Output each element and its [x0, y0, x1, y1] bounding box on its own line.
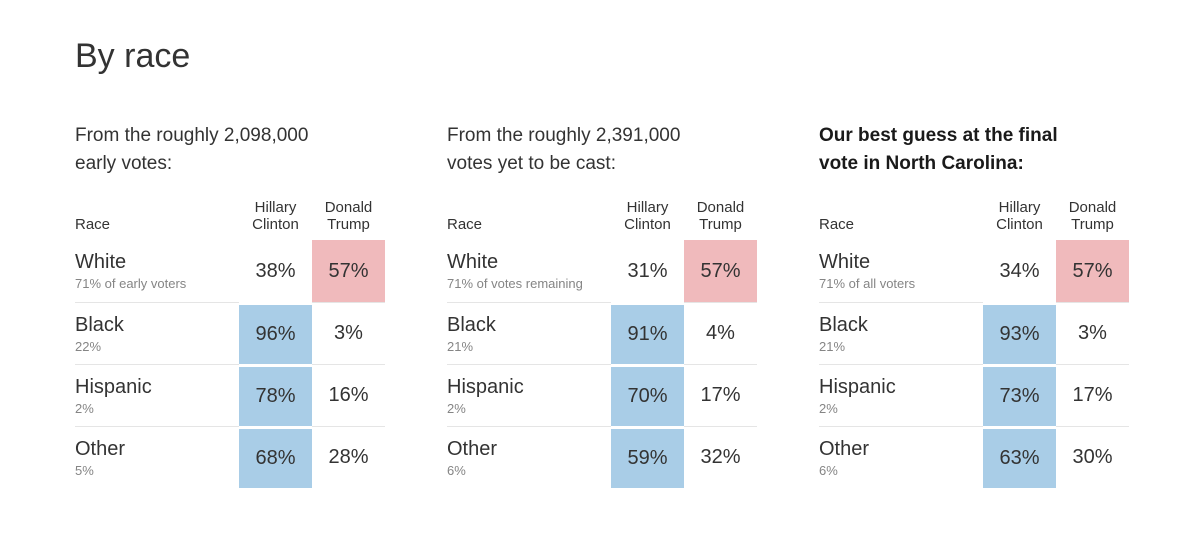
trump-value-cell: 57% [1056, 240, 1129, 302]
race-share-label: 71% of early voters [75, 276, 187, 291]
race-share-label: 71% of votes remaining [447, 276, 583, 291]
race-share-label: 6% [447, 462, 466, 478]
clinton-value-cell: 70% [611, 364, 684, 426]
race-share-label: 5% [75, 462, 94, 478]
race-label: White [447, 251, 499, 273]
table-intro: From the roughly 2,391,000 votes yet to … [447, 125, 681, 174]
race-share-label: 21% [819, 338, 846, 354]
race-cell: Hispanic 2% [447, 364, 611, 426]
clinton-value-cell: 31% [627, 259, 668, 282]
race-share-label: 6% [819, 462, 838, 478]
clinton-value-cell: 78% [239, 364, 312, 426]
race-column-header: Race [447, 216, 483, 233]
race-label: Black [447, 313, 496, 336]
vote-table-block: Our best guess at the final vote in Nort… [819, 122, 1129, 488]
table-row: Hispanic 2% 78% 16% [75, 364, 385, 426]
trump-value-cell: 30% [1056, 426, 1129, 488]
race-cell: Other 5% [75, 426, 239, 488]
vote-table: Race Hillary Clinton Donald Trump White … [447, 194, 757, 488]
race-label: Hispanic [819, 375, 896, 398]
trump-value-cell: 57% [684, 240, 757, 302]
race-cell: Other 6% [447, 426, 611, 488]
clinton-value-cell: 73% [983, 364, 1056, 426]
race-share-label: 21% [447, 338, 474, 354]
race-cell: White 71% of all voters [819, 240, 983, 302]
table-row: Black 21% 93% 3% [819, 302, 1129, 364]
trump-column-header: Donald Trump [324, 199, 373, 233]
trump-value-cell: 32% [684, 426, 757, 488]
clinton-value-cell: 59% [611, 426, 684, 488]
race-share-label: 2% [75, 400, 94, 416]
clinton-column-header: Hillary Clinton [252, 199, 299, 233]
header-row: Race Hillary Clinton Donald Trump [447, 194, 757, 240]
table-intro: From the roughly 2,098,000 early votes: [75, 125, 309, 174]
clinton-value-cell: 68% [239, 426, 312, 488]
by-race-section: By race From the roughly 2,098,000 early… [75, 37, 1200, 488]
table-intro: Our best guess at the final vote in Nort… [819, 125, 1058, 174]
race-cell: Hispanic 2% [819, 364, 983, 426]
table-row: White 71% of early voters 38% 57% [75, 240, 385, 302]
race-label: Black [75, 313, 124, 336]
race-cell: Hispanic 2% [75, 364, 239, 426]
trump-value-cell: 16% [312, 364, 385, 426]
clinton-value-cell: 34% [999, 259, 1040, 282]
vote-table: Race Hillary Clinton Donald Trump White … [75, 194, 385, 488]
vote-table-block: From the roughly 2,098,000 early votes: … [75, 122, 385, 488]
trump-value-cell: 17% [1056, 364, 1129, 426]
trump-value-cell: 3% [312, 302, 385, 364]
table-row: Other 5% 68% 28% [75, 426, 385, 488]
race-cell: Other 6% [819, 426, 983, 488]
trump-value-cell: 3% [1056, 302, 1129, 364]
trump-value-cell: 57% [312, 240, 385, 302]
table-row: Hispanic 2% 70% 17% [447, 364, 757, 426]
trump-column-header: Donald Trump [1068, 199, 1117, 233]
clinton-column-header: Hillary Clinton [624, 199, 671, 233]
race-cell: Black 22% [75, 302, 239, 364]
race-label: Other [447, 437, 498, 460]
race-label: White [75, 251, 127, 273]
clinton-value-cell: 91% [611, 302, 684, 364]
table-row: Black 21% 91% 4% [447, 302, 757, 364]
race-cell: White 71% of early voters [75, 240, 239, 302]
race-cell: Black 21% [447, 302, 611, 364]
race-label: Hispanic [75, 375, 152, 398]
table-row: White 71% of votes remaining 31% 57% [447, 240, 757, 302]
table-row: Black 22% 96% 3% [75, 302, 385, 364]
trump-value-cell: 28% [312, 426, 385, 488]
vote-table-block: From the roughly 2,391,000 votes yet to … [447, 122, 757, 488]
trump-value-cell: 17% [684, 364, 757, 426]
race-share-label: 71% of all voters [819, 276, 916, 291]
race-share-label: 2% [819, 400, 838, 416]
header-row: Race Hillary Clinton Donald Trump [819, 194, 1129, 240]
clinton-value-cell: 63% [983, 426, 1056, 488]
race-label: Other [819, 437, 870, 460]
race-label: Black [819, 313, 868, 336]
clinton-value-cell: 96% [239, 302, 312, 364]
race-label: Other [75, 437, 126, 460]
race-column-header: Race [819, 216, 855, 233]
vote-table: Race Hillary Clinton Donald Trump White … [819, 194, 1129, 488]
race-cell: Black 21% [819, 302, 983, 364]
table-row: White 71% of all voters 34% 57% [819, 240, 1129, 302]
header-row: Race Hillary Clinton Donald Trump [75, 194, 385, 240]
clinton-value-cell: 38% [255, 259, 296, 282]
clinton-value-cell: 93% [983, 302, 1056, 364]
race-share-label: 22% [75, 338, 102, 354]
table-row: Other 6% 63% 30% [819, 426, 1129, 488]
section-title: By race [75, 37, 191, 75]
race-label: White [819, 251, 871, 273]
trump-value-cell: 4% [684, 302, 757, 364]
table-row: Hispanic 2% 73% 17% [819, 364, 1129, 426]
clinton-column-header: Hillary Clinton [996, 199, 1043, 233]
race-share-label: 2% [447, 400, 466, 416]
race-label: Hispanic [447, 375, 524, 398]
race-column-header: Race [75, 216, 111, 233]
table-row: Other 6% 59% 32% [447, 426, 757, 488]
tables-row: From the roughly 2,098,000 early votes: … [75, 122, 1200, 488]
trump-column-header: Donald Trump [696, 199, 745, 233]
race-cell: White 71% of votes remaining [447, 240, 611, 302]
